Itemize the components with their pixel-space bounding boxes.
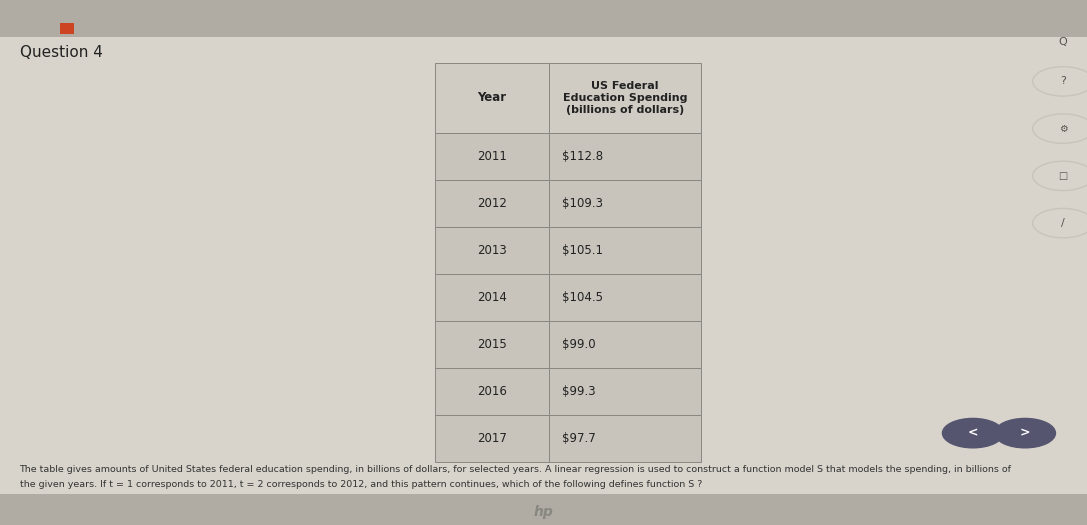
Bar [549,274,701,321]
Text: 2014: 2014 [477,291,507,304]
Bar [435,180,549,227]
Text: $105.1: $105.1 [562,244,603,257]
Text: <: < [967,427,978,439]
Bar [549,227,701,274]
Bar [0,494,1087,525]
Bar [549,415,701,462]
Text: 2017: 2017 [477,432,507,445]
Text: ⚙: ⚙ [1059,123,1067,134]
Text: $112.8: $112.8 [562,150,603,163]
Circle shape [1033,161,1087,191]
Text: $109.3: $109.3 [562,197,603,210]
Text: /: / [1061,218,1065,228]
Bar [435,133,549,180]
Text: Question 4: Question 4 [20,45,102,60]
Bar [435,368,549,415]
Text: $99.0: $99.0 [562,338,596,351]
Text: $99.3: $99.3 [562,385,596,398]
Bar [0,0,1087,37]
Text: □: □ [1059,171,1067,181]
Circle shape [995,418,1055,448]
Circle shape [1033,208,1087,238]
Bar [549,63,701,133]
Text: Q: Q [1059,37,1067,47]
Bar [435,415,549,462]
Bar [60,23,74,34]
Text: ?: ? [1060,76,1066,87]
Text: the given years. If t = 1 corresponds to 2011, t = 2 corresponds to 2012, and th: the given years. If t = 1 corresponds to… [20,480,702,489]
Text: hp: hp [534,505,553,519]
Circle shape [1033,67,1087,96]
Text: >: > [1020,427,1030,439]
Text: 2015: 2015 [477,338,507,351]
Bar [549,321,701,368]
Bar [435,63,549,133]
Circle shape [1033,114,1087,143]
Text: 2012: 2012 [477,197,507,210]
Bar [549,368,701,415]
Bar [435,227,549,274]
Bar [435,321,549,368]
Bar [549,133,701,180]
Text: The table gives amounts of United States federal education spending, in billions: The table gives amounts of United States… [20,465,1012,474]
Bar [435,274,549,321]
Text: 2011: 2011 [477,150,507,163]
Text: US Federal
Education Spending
(billions of dollars): US Federal Education Spending (billions … [563,81,687,114]
Text: 2016: 2016 [477,385,507,398]
Text: Year: Year [477,91,507,104]
Bar [549,180,701,227]
Circle shape [942,418,1003,448]
Text: $97.7: $97.7 [562,432,596,445]
Text: 2013: 2013 [477,244,507,257]
Text: $104.5: $104.5 [562,291,603,304]
